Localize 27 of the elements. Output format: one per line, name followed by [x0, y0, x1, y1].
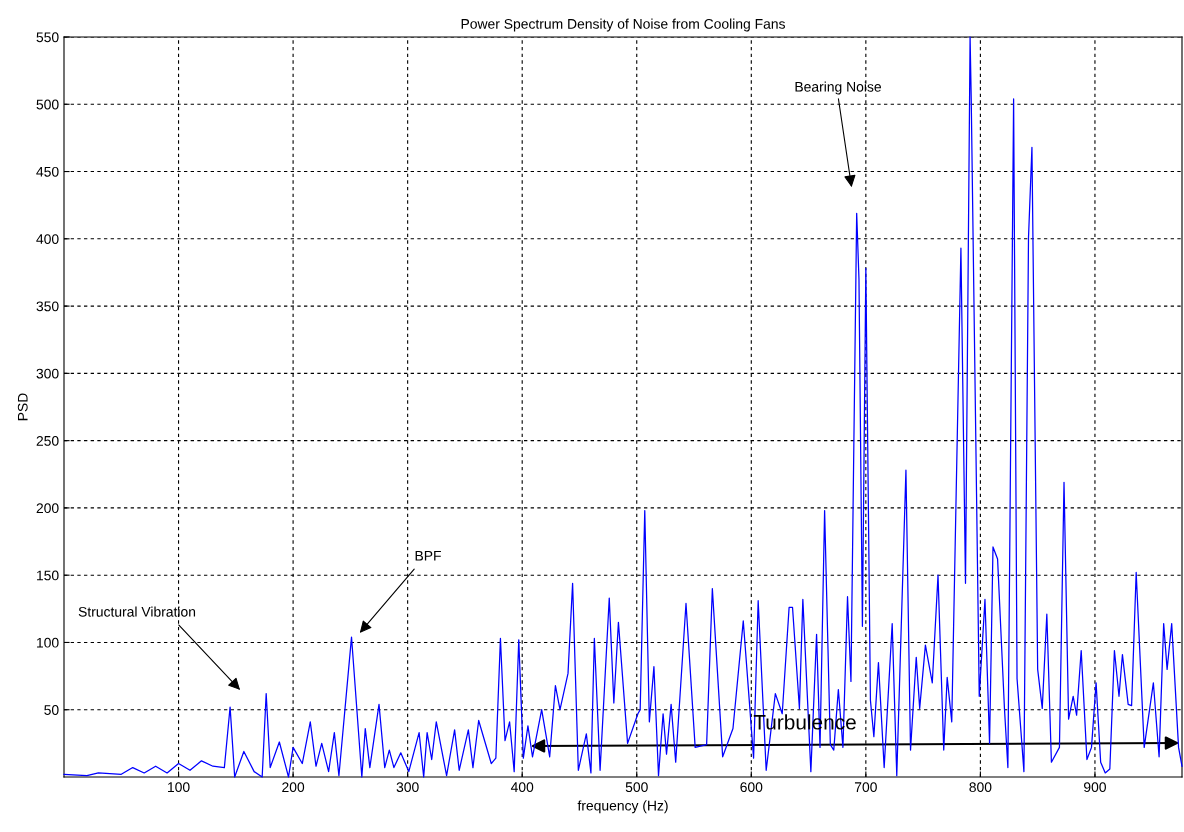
y-tick-label: 450	[36, 166, 59, 177]
y-axis-title: PSD	[17, 393, 28, 421]
annotation: Structural Vibration	[78, 606, 196, 617]
x-tick-label: 500	[625, 782, 648, 793]
annotation: BPF	[415, 551, 441, 561]
y-tick-label: 500	[36, 99, 59, 110]
y-tick-label: 350	[36, 301, 59, 312]
x-tick-label: 900	[1084, 782, 1106, 793]
x-tick-label: 300	[396, 782, 419, 793]
y-tick-label: 200	[36, 503, 59, 514]
line-series	[63, 36, 1183, 778]
x-axis-title: frequency (Hz)	[577, 800, 668, 814]
y-tick-label: 400	[36, 234, 59, 244]
x-tick-label: 700	[854, 782, 877, 793]
y-tick-label: 250	[36, 435, 59, 446]
x-tick-label: 200	[282, 782, 305, 793]
y-tick-label: 300	[36, 368, 59, 379]
chart-title: Power Spectrum Density of Noise from Cooling Fans	[461, 18, 785, 32]
annotation: Bearing Noise	[795, 81, 881, 95]
y-tick-label: 100	[37, 637, 59, 648]
y-tick-label: 150	[37, 570, 59, 581]
x-tick-label: 100	[168, 782, 190, 793]
x-tick-label: 600	[740, 782, 763, 793]
y-tick-label: 550	[36, 32, 59, 43]
x-tick-label: 800	[969, 782, 992, 793]
y-tick-label: 50	[44, 705, 59, 715]
x-tick-label: 400	[510, 782, 534, 793]
